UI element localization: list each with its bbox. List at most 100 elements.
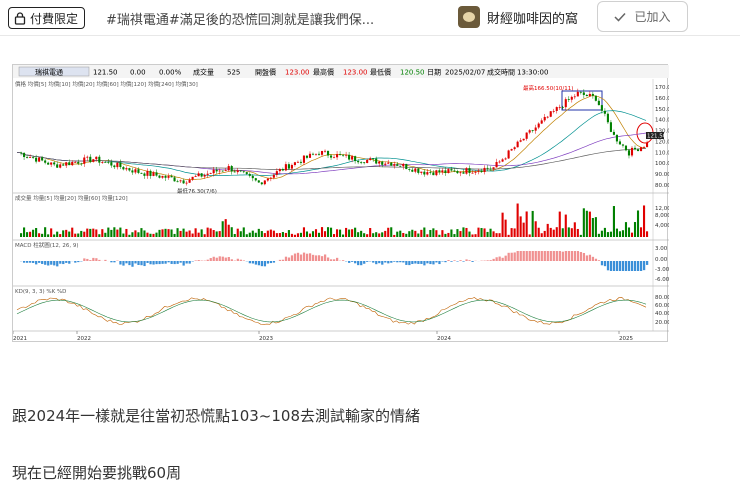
macd-bar	[387, 261, 390, 264]
macd-bar	[266, 261, 270, 264]
volume-bar	[98, 234, 101, 237]
macd-bar	[278, 259, 282, 261]
volume-bar	[200, 229, 203, 237]
volume-bar	[212, 230, 215, 237]
volume-bar	[570, 228, 573, 237]
volume-bar	[107, 227, 110, 237]
candle-body	[411, 169, 414, 172]
candle-body	[326, 150, 330, 156]
candle-body	[477, 170, 480, 172]
candle-body	[221, 170, 224, 172]
candle-body	[95, 156, 98, 160]
macd-bar	[546, 251, 549, 261]
macd-bar	[618, 261, 622, 271]
volume-bar	[50, 228, 53, 237]
author-link[interactable]: 財經咖啡因的窩	[458, 6, 578, 28]
candle-body	[555, 107, 558, 111]
candle-body	[582, 92, 585, 95]
volume-bar	[639, 227, 643, 237]
candle-body	[639, 147, 643, 152]
candle-body	[369, 158, 372, 160]
macd-bar	[495, 257, 498, 261]
candle-body	[161, 175, 164, 178]
candle-body	[245, 172, 248, 174]
macd-bar	[375, 261, 378, 265]
candle-body	[471, 172, 474, 174]
volume-bar	[624, 222, 628, 237]
candle-body	[600, 105, 603, 111]
macd-bar	[393, 261, 396, 262]
volume-bar	[89, 228, 92, 237]
macd-bar	[615, 261, 619, 271]
volume-bar	[399, 230, 402, 237]
paid-only-badge: 付費限定	[8, 7, 86, 29]
volume-bar	[113, 227, 116, 237]
volume-bar	[480, 228, 483, 237]
macd-tick-label: -3.00	[655, 267, 669, 273]
macd-bar	[639, 261, 643, 271]
macd-bar	[44, 261, 47, 265]
volume-bar	[284, 232, 287, 237]
volume-bar	[41, 233, 44, 237]
macd-bar	[254, 261, 258, 265]
macd-bar	[35, 261, 38, 265]
candle-body	[351, 156, 354, 160]
macd-bar	[588, 254, 592, 261]
volume-bar	[591, 218, 594, 237]
volume-bar	[531, 210, 534, 237]
volume-bar	[236, 228, 239, 237]
top-bar: 付費限定 #瑞祺電通#滿足後的恐慌回測就是讓我們保... 財經咖啡因的窩 已加入	[0, 0, 740, 36]
post-title[interactable]: #瑞祺電通#滿足後的恐慌回測就是讓我們保...	[106, 13, 375, 28]
volume-bar	[582, 208, 585, 237]
year-tick-label: 2024	[437, 336, 451, 342]
macd-bar	[98, 259, 101, 261]
volume-bar	[215, 231, 218, 237]
volume-bar	[182, 228, 185, 237]
macd-bar	[522, 251, 525, 261]
macd-bar	[423, 261, 426, 266]
candle-body	[354, 156, 357, 162]
candle-body	[323, 150, 327, 152]
volume-bar	[594, 217, 597, 237]
macd-bar	[314, 255, 318, 261]
volume-bar	[552, 229, 555, 237]
paragraph-1: 跟2024年一樣就是往當初恐慌點103~108去測試輸家的情緒	[12, 407, 421, 425]
volume-bar	[314, 229, 318, 237]
peak-highlight-box	[561, 90, 603, 111]
candle-body	[507, 150, 510, 159]
candle-body	[519, 140, 522, 142]
volume-bar	[585, 210, 588, 237]
candle-body	[191, 176, 194, 180]
candle-body	[630, 147, 634, 156]
macd-bar	[236, 258, 239, 261]
macd-bar	[215, 257, 218, 261]
macd-bar	[510, 252, 513, 261]
volume-bar	[242, 227, 245, 237]
candle-body	[537, 123, 540, 128]
candle-body	[381, 161, 384, 165]
macd-bar	[227, 257, 230, 261]
joined-button[interactable]: 已加入	[597, 1, 688, 32]
price-tick-label: 130.00	[655, 129, 669, 135]
candle-body	[375, 158, 378, 164]
macd-bar	[489, 260, 492, 261]
year-tick-label: 2023	[259, 336, 273, 342]
macd-bar	[552, 251, 555, 261]
low-label: 最低價	[370, 68, 391, 77]
candle-body	[501, 159, 504, 162]
macd-histogram	[20, 251, 649, 271]
candle-body	[402, 163, 405, 167]
volume-bar	[221, 221, 224, 237]
volume-bar	[471, 234, 474, 237]
volume-bar	[510, 228, 513, 237]
volume-bar	[567, 227, 570, 237]
candle-body	[296, 161, 299, 163]
macd-bar	[212, 256, 215, 261]
volume-bar	[396, 231, 399, 237]
candle-body	[612, 131, 615, 135]
macd-bar	[302, 252, 306, 261]
volume-bar	[588, 211, 591, 237]
macd-bar	[290, 255, 294, 261]
macd-bar	[53, 261, 56, 266]
macd-bar	[26, 261, 29, 263]
